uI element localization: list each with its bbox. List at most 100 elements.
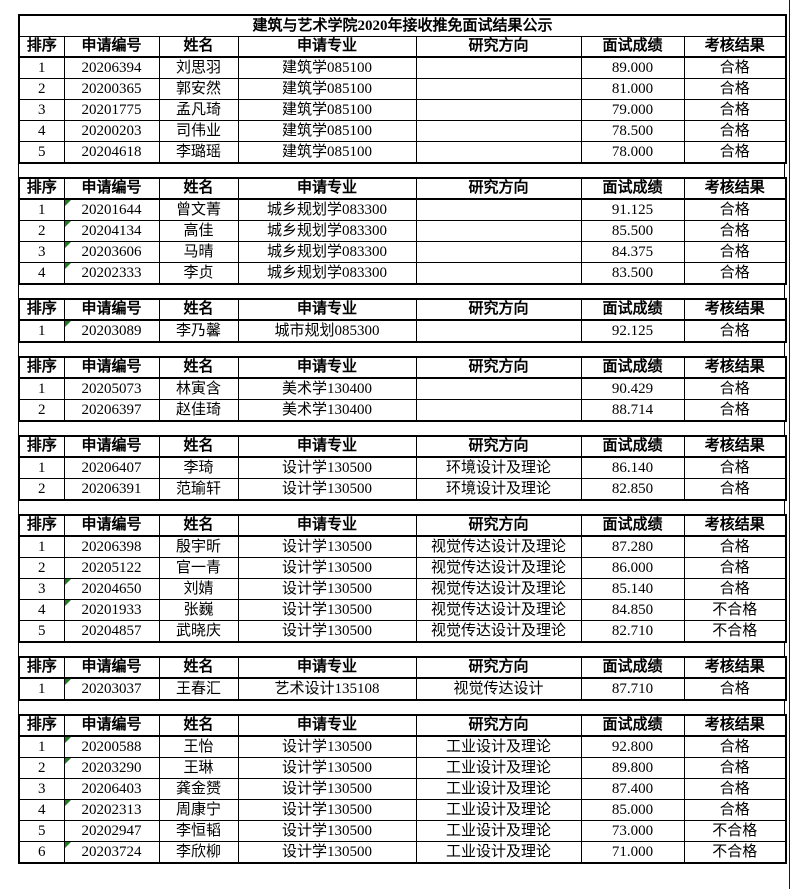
name-cell[interactable]: 马晴 [158,241,239,263]
result-cell[interactable]: 不合格 [683,599,787,621]
rank-cell[interactable]: 5 [18,820,65,842]
column-header-direction[interactable]: 研究方向 [415,656,582,679]
column-header-application-no[interactable]: 申请编号 [63,656,160,679]
direction-cell[interactable]: 环境设计及理论 [415,478,582,501]
rank-cell[interactable]: 4 [18,120,65,142]
result-cell[interactable]: 合格 [683,799,787,821]
score-cell[interactable]: 79.000 [580,99,685,121]
score-cell[interactable]: 87.710 [580,677,685,701]
major-cell[interactable]: 艺术设计135108 [237,677,417,701]
result-cell[interactable]: 合格 [683,78,787,100]
score-cell[interactable]: 85.000 [580,799,685,821]
result-cell[interactable]: 合格 [683,757,787,779]
rank-cell[interactable]: 3 [18,578,65,600]
direction-cell[interactable]: 视觉传达设计及理论 [415,620,582,643]
column-header-direction[interactable]: 研究方向 [415,714,582,737]
column-header-rank[interactable]: 排序 [18,36,65,58]
result-cell[interactable]: 合格 [683,56,787,79]
direction-cell[interactable]: 视觉传达设计及理论 [415,535,582,558]
column-header-name[interactable]: 姓名 [158,36,239,58]
major-cell[interactable]: 设计学130500 [237,757,417,779]
column-header-rank[interactable]: 排序 [18,514,65,537]
major-cell[interactable]: 设计学130500 [237,799,417,821]
direction-cell[interactable]: 视觉传达设计及理论 [415,578,582,600]
column-header-major[interactable]: 申请专业 [237,36,417,58]
column-header-result[interactable]: 考核结果 [683,656,787,679]
column-header-result[interactable]: 考核结果 [683,177,787,200]
column-header-name[interactable]: 姓名 [158,356,239,379]
major-cell[interactable]: 设计学130500 [237,478,417,501]
score-cell[interactable]: 89.000 [580,56,685,79]
column-header-direction[interactable]: 研究方向 [415,435,582,458]
application-no-cell[interactable]: 20203606 [63,241,160,263]
column-header-application-no[interactable]: 申请编号 [63,514,160,537]
major-cell[interactable]: 设计学130500 [237,557,417,579]
score-cell[interactable]: 92.125 [580,319,685,343]
rank-cell[interactable]: 2 [18,557,65,579]
score-cell[interactable]: 85.140 [580,578,685,600]
name-cell[interactable]: 司伟业 [158,120,239,142]
column-header-direction[interactable]: 研究方向 [415,514,582,537]
result-cell[interactable]: 合格 [683,535,787,558]
major-cell[interactable]: 美术学130400 [237,399,417,422]
name-cell[interactable]: 赵佳琦 [158,399,239,422]
result-cell[interactable]: 合格 [683,99,787,121]
column-header-major[interactable]: 申请专业 [237,177,417,200]
score-cell[interactable]: 86.140 [580,456,685,479]
application-no-cell[interactable]: 20201933 [63,599,160,621]
major-cell[interactable]: 设计学130500 [237,535,417,558]
score-cell[interactable]: 84.850 [580,599,685,621]
direction-cell[interactable] [415,78,582,100]
result-cell[interactable]: 不合格 [683,820,787,842]
direction-cell[interactable]: 工业设计及理论 [415,820,582,842]
column-header-major[interactable]: 申请专业 [237,514,417,537]
column-header-application-no[interactable]: 申请编号 [63,36,160,58]
score-cell[interactable]: 87.280 [580,535,685,558]
direction-cell[interactable]: 工业设计及理论 [415,757,582,779]
major-cell[interactable]: 建筑学085100 [237,78,417,100]
result-cell[interactable]: 合格 [683,578,787,600]
name-cell[interactable]: 林寅含 [158,377,239,400]
column-header-result[interactable]: 考核结果 [683,435,787,458]
result-cell[interactable]: 合格 [683,198,787,221]
direction-cell[interactable]: 视觉传达设计 [415,677,582,701]
column-header-rank[interactable]: 排序 [18,298,65,321]
application-no-cell[interactable]: 20201644 [63,198,160,221]
result-cell[interactable]: 不合格 [683,841,787,864]
rank-cell[interactable]: 5 [18,141,65,164]
column-header-name[interactable]: 姓名 [158,656,239,679]
rank-cell[interactable]: 3 [18,778,65,800]
result-cell[interactable]: 合格 [683,241,787,263]
direction-cell[interactable]: 工业设计及理论 [415,778,582,800]
column-header-result[interactable]: 考核结果 [683,298,787,321]
column-header-name[interactable]: 姓名 [158,177,239,200]
application-no-cell[interactable]: 20203037 [63,677,160,701]
column-header-score[interactable]: 面试成绩 [580,656,685,679]
rank-cell[interactable]: 4 [18,599,65,621]
score-cell[interactable]: 82.710 [580,620,685,643]
score-cell[interactable]: 84.375 [580,241,685,263]
column-header-application-no[interactable]: 申请编号 [63,714,160,737]
direction-cell[interactable] [415,399,582,422]
major-cell[interactable]: 设计学130500 [237,735,417,758]
column-header-name[interactable]: 姓名 [158,714,239,737]
rank-cell[interactable]: 3 [18,241,65,263]
rank-cell[interactable]: 2 [18,399,65,422]
application-no-cell[interactable]: 20206394 [63,56,160,79]
column-header-score[interactable]: 面试成绩 [580,177,685,200]
name-cell[interactable]: 曾文菁 [158,198,239,221]
column-header-rank[interactable]: 排序 [18,714,65,737]
name-cell[interactable]: 殷宇昕 [158,535,239,558]
rank-cell[interactable]: 2 [18,220,65,242]
score-cell[interactable]: 78.500 [580,120,685,142]
column-header-name[interactable]: 姓名 [158,298,239,321]
major-cell[interactable]: 城乡规划学083300 [237,198,417,221]
application-no-cell[interactable]: 20206398 [63,535,160,558]
score-cell[interactable]: 86.000 [580,557,685,579]
direction-cell[interactable]: 视觉传达设计及理论 [415,557,582,579]
application-no-cell[interactable]: 20206403 [63,778,160,800]
column-header-rank[interactable]: 排序 [18,656,65,679]
name-cell[interactable]: 高佳 [158,220,239,242]
result-cell[interactable]: 合格 [683,220,787,242]
result-cell[interactable]: 合格 [683,456,787,479]
